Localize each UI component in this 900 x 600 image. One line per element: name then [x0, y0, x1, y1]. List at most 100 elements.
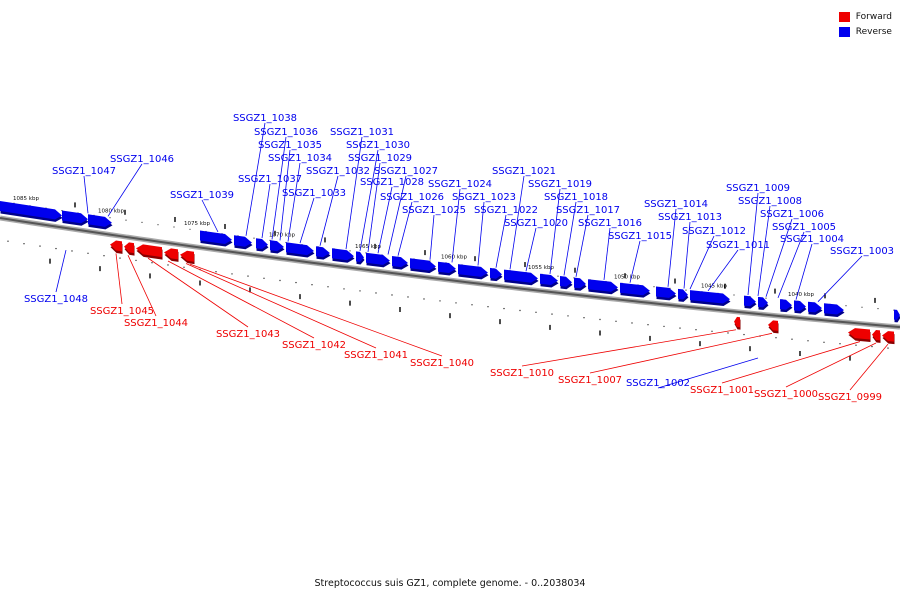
leader-line [795, 243, 813, 300]
track-dot [39, 245, 41, 247]
gene-arrow-reverse [894, 309, 900, 320]
leader-line [397, 201, 413, 256]
track-dot [711, 330, 713, 332]
gene-arrow-reverse [88, 214, 112, 227]
track-dot [519, 309, 521, 312]
leader-line [107, 163, 143, 217]
leader-line [707, 249, 739, 292]
track-dot [407, 296, 409, 298]
track-dot [647, 324, 649, 326]
gene-label: SSGZ1_1037 [238, 174, 302, 185]
gene-arrow-forward [136, 244, 162, 258]
axis-tick-label: 1075 kbp [184, 221, 210, 227]
track-dot [861, 306, 863, 308]
axis-tick-label: 1070 kbp [269, 233, 295, 239]
gene-label: SSGZ1_1032 [306, 166, 370, 177]
leader-line [279, 149, 291, 241]
gene-arrow-reverse [366, 252, 390, 265]
gene-label: SSGZ1_1048 [24, 294, 88, 305]
gene-arrow-reverse [504, 269, 538, 283]
gene-arrow-reverse [574, 277, 586, 289]
leader-line [603, 227, 611, 280]
leader-line [683, 221, 691, 289]
track-dot [375, 292, 377, 294]
gene-label: SSGZ1_1018 [544, 192, 608, 203]
legend-item-forward: Forward [838, 9, 892, 24]
track-dot [253, 237, 255, 239]
gene-label: SSGZ1_1024 [428, 179, 492, 190]
track-dot [55, 247, 57, 250]
gene-label: SSGZ1_1040 [410, 358, 474, 369]
gene-arrow-reverse [332, 248, 354, 261]
leader-line [287, 162, 301, 242]
gene-arrow-reverse [286, 242, 314, 256]
legend-label-forward: Forward [855, 11, 892, 22]
track-dot [653, 286, 655, 288]
axis-tick-label: 1040 kbp [788, 292, 814, 298]
track-dot [295, 281, 297, 284]
gene-arrow-reverse [356, 251, 364, 262]
leader-line [629, 240, 641, 283]
gene-arrow-reverse [794, 300, 806, 311]
track-dot [125, 219, 127, 221]
gene-label: SSGZ1_1004 [780, 234, 844, 245]
leader-line [429, 214, 435, 260]
track-dot [685, 289, 687, 291]
gene-label: SSGZ1_1000 [754, 389, 818, 400]
gene-arrow-forward [872, 330, 880, 341]
gene-label: SSGZ1_1035 [258, 140, 322, 151]
track-dot [615, 320, 617, 322]
gene-arrow-reverse [200, 230, 232, 244]
track-dot [247, 275, 249, 277]
leader-line [589, 332, 773, 374]
leader-line [261, 183, 271, 239]
leader-line [115, 253, 123, 305]
track-dot [727, 332, 729, 334]
gene-arrow-reverse [0, 201, 62, 220]
caption: Streptococcus suis GZ1, complete genome.… [314, 578, 586, 589]
track-dot [791, 338, 793, 340]
leader-line [359, 149, 379, 252]
track-dot [503, 307, 505, 310]
gene-arrow-reverse [256, 238, 268, 249]
gene-label: SSGZ1_0999 [818, 392, 882, 403]
gene-label: SSGZ1_1017 [556, 205, 620, 216]
track-dot [119, 257, 121, 259]
axis-tick-label: 1055 kbp [528, 265, 554, 271]
gene-arrow-forward [164, 248, 178, 260]
track-dot [487, 306, 489, 308]
gene-label: SSGZ1_1016 [578, 218, 642, 229]
track-dot [567, 315, 569, 317]
gene-label: SSGZ1_1008 [738, 196, 802, 207]
leader-line [127, 255, 157, 317]
gene-label: SSGZ1_1043 [216, 329, 280, 340]
gene-arrow-forward [768, 320, 778, 331]
legend-label-reverse: Reverse [855, 26, 892, 37]
legend-item-reverse: Reverse [838, 24, 892, 39]
gene-label: SSGZ1_1010 [490, 368, 554, 379]
gene-label: SSGZ1_1034 [268, 153, 332, 164]
leader-line [757, 205, 771, 296]
gene-label: SSGZ1_1011 [706, 240, 770, 251]
leader-line [201, 199, 219, 233]
gene-arrow-reverse [234, 235, 252, 247]
leader-line [387, 175, 407, 255]
gene-label: SSGZ1_1029 [348, 153, 412, 164]
gene-arrow-reverse [824, 303, 844, 315]
gene-label: SSGZ1_1022 [474, 205, 538, 216]
leader-line [509, 175, 525, 270]
track-dot [765, 297, 767, 299]
track-dot [845, 305, 847, 307]
gene-label: SSGZ1_1036 [254, 127, 318, 138]
gene-label: SSGZ1_1019 [528, 179, 592, 190]
leader-line [147, 257, 249, 328]
track-dot [743, 333, 745, 336]
track-dot [391, 294, 393, 296]
gene-label: SSGZ1_1009 [726, 183, 790, 194]
track-dot [23, 243, 25, 245]
gene-label: SSGZ1_1005 [772, 222, 836, 233]
gene-arrow-reverse [62, 210, 88, 224]
track-dot [631, 322, 633, 324]
track-dot [359, 290, 361, 292]
